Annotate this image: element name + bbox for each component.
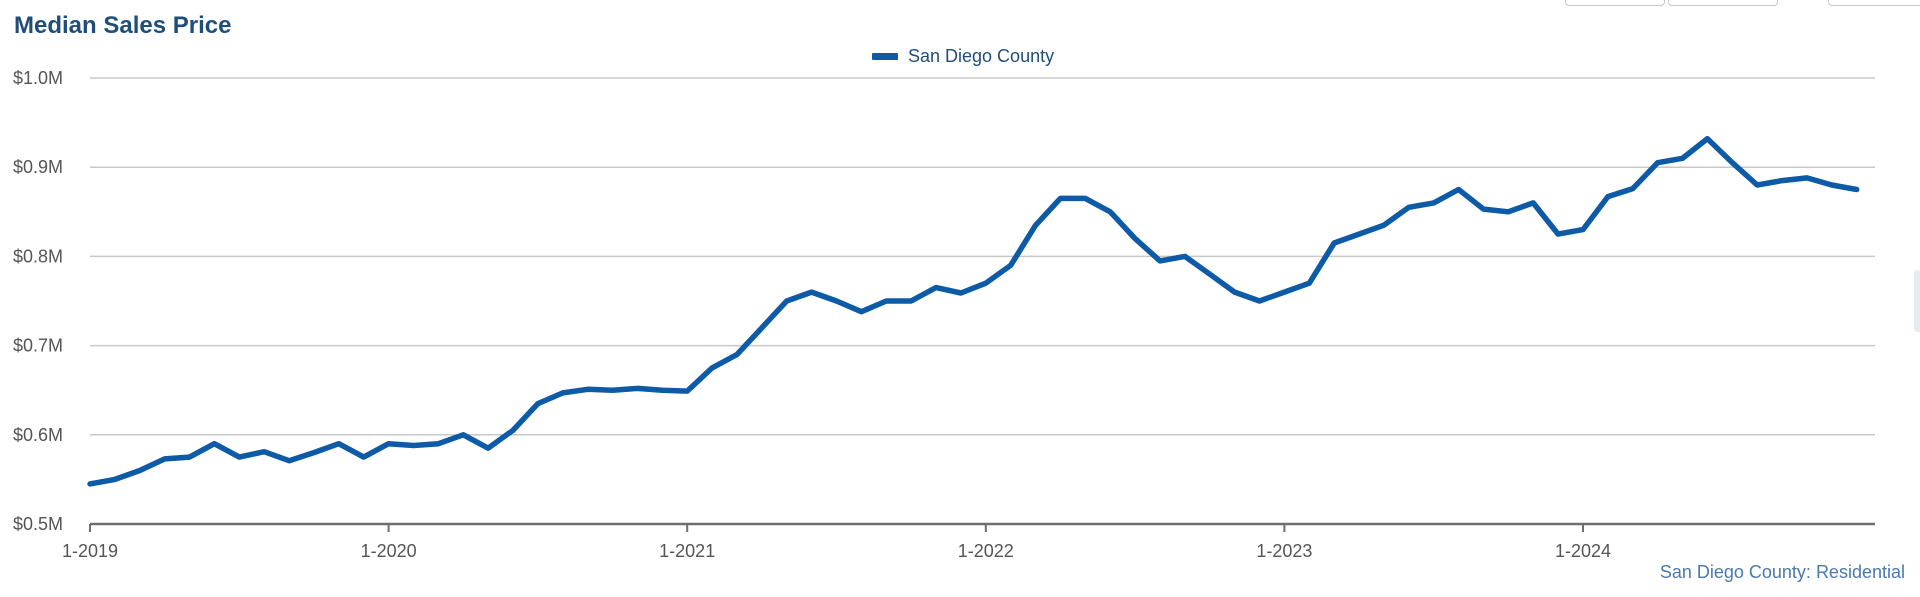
toolbar-button[interactable]	[1565, 0, 1665, 6]
x-tick-label: 1-2021	[659, 541, 715, 561]
x-tick-label: 1-2022	[958, 541, 1014, 561]
y-tick-label: $0.9M	[13, 157, 63, 177]
legend[interactable]: San Diego County	[872, 46, 1054, 67]
x-tick-label: 1-2019	[62, 541, 118, 561]
y-tick-label: $0.7M	[13, 336, 63, 356]
y-tick-label: $0.8M	[13, 246, 63, 266]
toolbar-button[interactable]	[1828, 0, 1920, 6]
side-panel-tab[interactable]	[1914, 270, 1920, 332]
x-tick-label: 1-2023	[1256, 541, 1312, 561]
x-tick-label: 1-2020	[361, 541, 417, 561]
chart-title: Median Sales Price	[14, 12, 232, 39]
y-tick-label: $1.0M	[13, 68, 63, 88]
y-tick-label: $0.6M	[13, 425, 63, 445]
toolbar-button[interactable]	[1668, 0, 1778, 6]
series-line	[87, 135, 1860, 487]
source-label: San Diego County: Residential	[1659, 562, 1905, 582]
legend-swatch	[872, 53, 898, 60]
legend-label: San Diego County	[908, 46, 1055, 66]
x-tick-label: 1-2024	[1555, 541, 1611, 561]
y-tick-label: $0.5M	[13, 514, 63, 534]
